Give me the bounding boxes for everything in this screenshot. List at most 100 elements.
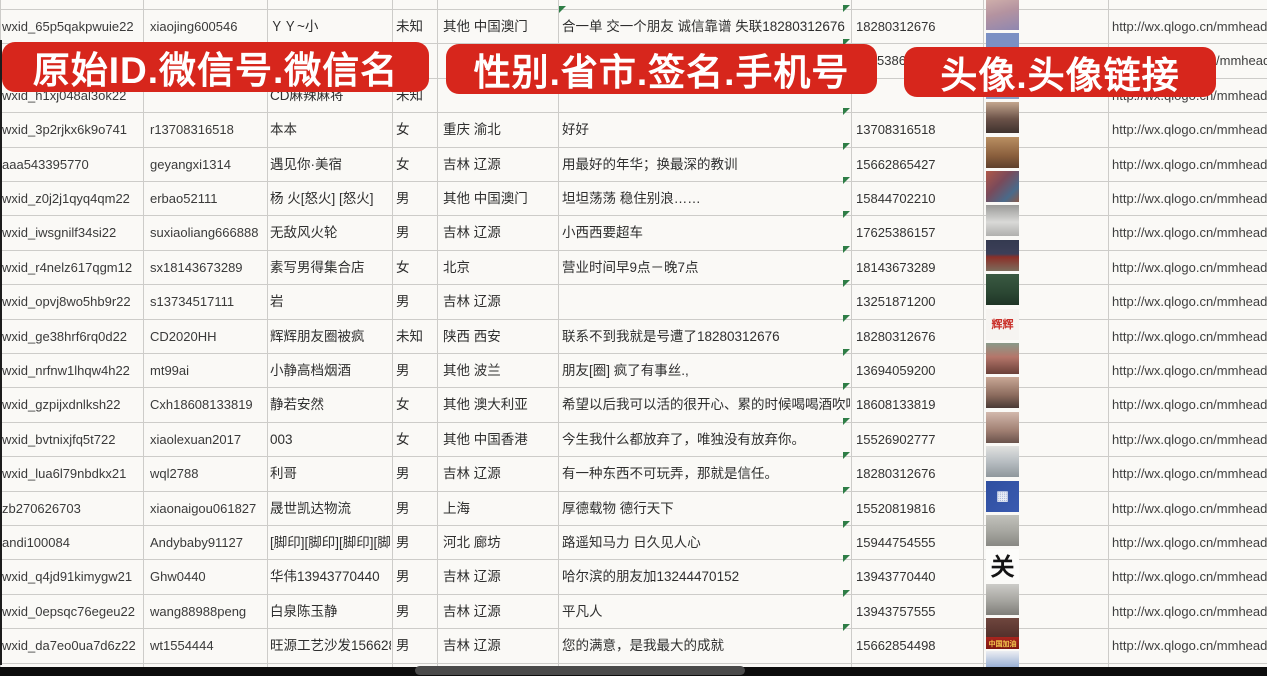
cell-signature[interactable]: 用最好的年华；换最深的教训 [562,156,738,172]
cell-phone[interactable]: 15662865427 [856,156,936,172]
cell-wechat-name[interactable]: 华伟13943770440 [270,569,380,585]
cell-wechat-name[interactable]: 白泉陈玉静 [270,603,338,619]
cell-wechat-name[interactable]: 静若安然 [270,397,324,413]
cell-wechat-id[interactable]: CD2020HH [150,328,217,344]
avatar-image[interactable] [986,377,1019,409]
cell-region[interactable]: 陕西 西安 [443,328,501,344]
cell-phone[interactable]: 13708316518 [856,122,936,138]
cell-gender[interactable]: 男 [396,466,410,482]
cell-signature[interactable]: 希望以后我可以活的很开心、累的时候喝喝酒吹吹[ [562,397,850,413]
cell-wechat-id[interactable]: Andybaby91127 [150,535,244,550]
cell-original-id[interactable]: wxid_3p2rjkx6k9o741 [2,122,128,138]
cell-wechat-name[interactable]: 素写男得集合店 [270,259,365,275]
cell-wechat-name[interactable]: 旺源工艺沙发15662854 [270,638,391,654]
cell-gender[interactable]: 男 [396,363,410,378]
cell-avatar-link[interactable]: /mmhead [1216,53,1267,69]
cell-phone[interactable]: 15526902777 [856,431,936,447]
cell-phone[interactable]: 5386 [877,53,906,69]
avatar-image[interactable] [986,136,1019,168]
cell-phone[interactable]: 15944754555 [856,535,936,550]
cell-wechat-id[interactable]: geyangxi1314 [150,156,231,172]
cell-region[interactable]: 吉林 辽源 [443,603,501,619]
avatar-image[interactable]: ▦ [986,480,1019,512]
cell-avatar-link[interactable]: http://wx.qlogo.cn/mmhead [1112,569,1267,585]
cell-signature[interactable]: 路遥知马力 日久见人心 [562,535,701,550]
avatar-image[interactable] [986,515,1019,546]
cell-wechat-id[interactable]: sx18143673289 [150,259,243,275]
cell-phone[interactable]: 17625386157 [856,225,936,241]
cell-original-id[interactable]: wxid_0epsqc76egeu22 [2,603,135,619]
cell-original-id[interactable]: wxid_da7eo0ua7d6z22 [2,638,136,654]
avatar-image[interactable] [986,446,1019,478]
cell-avatar-link[interactable]: http://wx.qlogo.cn/mmhead [1112,259,1267,275]
cell-gender[interactable]: 男 [396,535,410,550]
avatar-image[interactable] [986,239,1019,271]
cell-region[interactable]: 河北 廊坊 [443,535,501,550]
cell-region[interactable]: 北京 [443,259,470,275]
avatar-image[interactable] [986,102,1019,134]
cell-region[interactable]: 其他 中国香港 [443,431,528,447]
avatar-image[interactable]: 关 [986,549,1019,581]
avatar-image[interactable] [986,274,1019,306]
cell-wechat-id[interactable]: wql2788 [150,466,199,482]
cell-wechat-id[interactable]: r13708316518 [150,122,234,138]
cell-phone[interactable]: 13251871200 [856,294,936,310]
cell-phone[interactable]: 13694059200 [856,363,936,378]
cell-gender[interactable]: 男 [396,638,410,654]
cell-original-id[interactable]: wxid_lua6l79nbdkx21 [2,466,127,482]
cell-phone[interactable]: 13943770440 [856,569,936,585]
cell-gender[interactable]: 未知 [396,19,423,34]
cell-avatar-link[interactable]: http://wx.qlogo.cn/mmhead [1112,363,1267,378]
cell-gender[interactable]: 男 [396,569,410,585]
cell-original-id[interactable]: wxid_bvtnixjfq5t722 [2,431,116,447]
avatar-image[interactable] [986,651,1019,667]
cell-original-id[interactable]: wxid_65p5qakpwuie22 [2,19,134,34]
cell-phone[interactable]: 18143673289 [856,259,936,275]
cell-avatar-link[interactable]: http://wx.qlogo.cn/mmhead [1112,19,1267,34]
avatar-image[interactable] [986,205,1019,237]
cell-wechat-id[interactable]: xiaonaigou061827 [150,500,257,516]
cell-avatar-link[interactable]: http://wx.qlogo.cn/mmhead [1112,225,1267,241]
cell-original-id[interactable]: zb270626703 [2,500,81,516]
cell-signature[interactable]: 坦坦荡荡 稳住别浪…… [562,191,701,206]
cell-avatar-link[interactable]: http://wx.qlogo.cn/mmhead [1112,431,1267,447]
cell-avatar-link[interactable]: http://wx.qlogo.cn/mmhead [1112,156,1267,172]
cell-region[interactable]: 重庆 渝北 [443,122,501,138]
cell-region[interactable]: 其他 澳大利亚 [443,397,528,413]
cell-wechat-id[interactable]: Cxh18608133819 [150,397,253,413]
cell-wechat-name[interactable]: 无敌风火轮 [270,225,338,241]
cell-avatar-link[interactable]: http://wx.qlogo.cn/mmhead [1112,500,1267,516]
cell-wechat-name[interactable]: 遇见你·美宿 [270,156,342,172]
cell-wechat-name[interactable]: 岩 [270,294,284,310]
cell-region[interactable]: 吉林 辽源 [443,294,501,310]
cell-region[interactable]: 吉林 辽源 [443,466,501,482]
cell-region[interactable]: 吉林 辽源 [443,156,501,172]
cell-gender[interactable]: 女 [396,259,410,275]
cell-gender[interactable]: 男 [396,294,410,310]
cell-wechat-name[interactable]: 利哥 [270,466,297,482]
cell-wechat-name[interactable]: 杨 火[怒火] [怒火] [270,191,374,206]
avatar-image[interactable] [986,583,1019,615]
cell-gender[interactable]: 女 [396,397,410,413]
cell-region[interactable]: 上海 [443,500,470,516]
cell-wechat-id[interactable]: wang88988peng [150,603,247,619]
bottom-scrollbar[interactable] [415,666,745,675]
cell-wechat-id[interactable]: xiaojing600546 [150,19,238,34]
avatar-image[interactable] [986,0,1019,30]
cell-avatar-link[interactable]: http://wx.qlogo.cn/mmhead [1112,638,1267,654]
cell-avatar-link[interactable]: http://wx.qlogo.cn/mmhead [1112,603,1267,619]
cell-signature[interactable]: 哈尔滨的朋友加13244470152 [562,569,740,585]
cell-original-id[interactable]: wxid_z0j2j1qyq4qm22 [2,191,130,206]
cell-gender[interactable]: 女 [396,431,410,447]
cell-signature[interactable]: 厚德载物 德行天下 [562,500,674,516]
cell-signature[interactable]: 小西西要超车 [562,225,643,241]
cell-region[interactable]: 其他 中国澳门 [443,191,528,206]
cell-gender[interactable]: 男 [396,603,410,619]
cell-wechat-name[interactable]: 003 [270,431,293,447]
avatar-image[interactable] [986,343,1019,374]
cell-wechat-id[interactable]: erbao52111 [150,191,218,206]
cell-original-id[interactable]: wxid_opvj8wo5hb9r22 [2,294,131,310]
cell-signature[interactable]: 好好 [562,122,589,138]
cell-gender[interactable]: 男 [396,225,410,241]
cell-original-id[interactable]: wxid_gzpijxdnlksh22 [2,397,121,413]
